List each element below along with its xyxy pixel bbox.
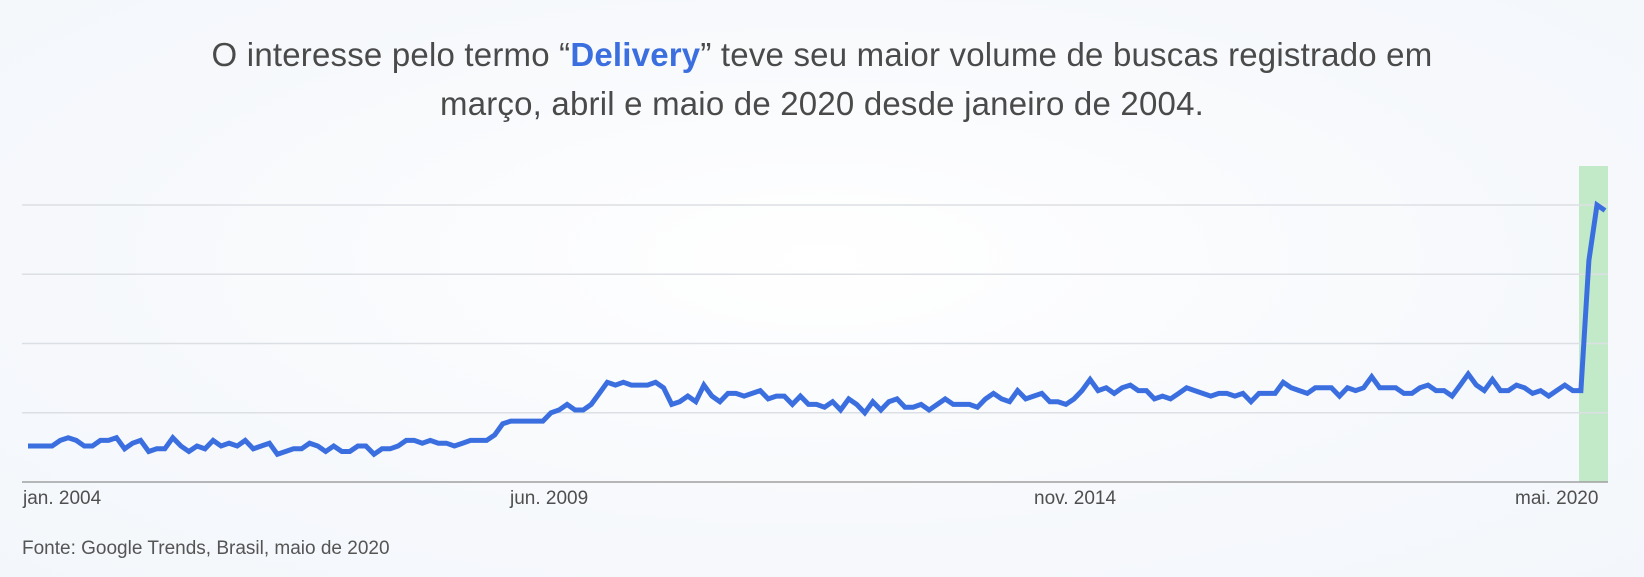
x-tick-label: jun. 2009 xyxy=(510,488,589,509)
page-title: O interesse pelo termo “Delivery” teve s… xyxy=(0,30,1644,128)
source-note: Fonte: Google Trends, Brasil, maio de 20… xyxy=(22,538,390,559)
x-tick-label: mai. 2020 xyxy=(1515,488,1599,509)
delivery-trend-line xyxy=(28,200,1607,458)
title-line-1: O interesse pelo termo “Delivery” teve s… xyxy=(211,36,1433,73)
highlighted-term: Delivery xyxy=(570,36,701,73)
x-tick-label: jan. 2004 xyxy=(23,488,102,509)
x-tick-label: nov. 2014 xyxy=(1034,488,1117,509)
title-line-2: março, abril e maio de 2020 desde janeir… xyxy=(440,85,1204,122)
gridlines xyxy=(22,204,1608,414)
